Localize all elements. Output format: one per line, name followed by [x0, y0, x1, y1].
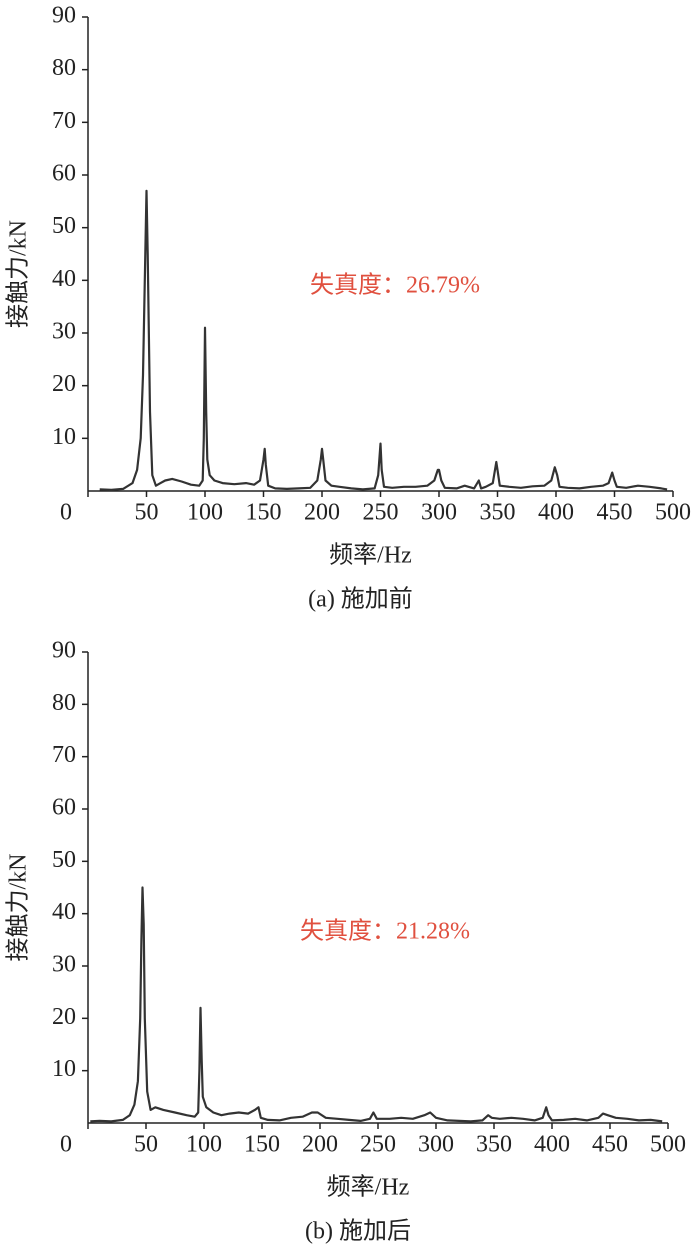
- x-tick-label: 350: [476, 1132, 512, 1158]
- annotation: 失真度：21.28%: [300, 918, 470, 945]
- y-tick-label: 50: [52, 847, 76, 873]
- x-tick-label: 250: [363, 500, 399, 526]
- spectrum-line: [90, 886, 663, 1123]
- x-tick-label: 0: [60, 500, 72, 526]
- y-tick-label: 90: [52, 638, 76, 664]
- y-tick-label: 40: [52, 266, 76, 292]
- x-tick-label: 50: [135, 500, 159, 526]
- x-tick-label: 100: [186, 1132, 222, 1158]
- x-tick-label: 150: [244, 1132, 280, 1158]
- y-tick-label: 20: [52, 371, 76, 397]
- x-tick-label: 250: [360, 1132, 396, 1158]
- x-tick-label: 100: [187, 500, 223, 526]
- x-tick-label: 50: [134, 1132, 158, 1158]
- y-tick-label: 20: [52, 1004, 76, 1030]
- y-tick-label: 80: [52, 55, 76, 81]
- y-tick-label: 70: [52, 742, 76, 768]
- y-axis-label: 接触力/kN: [5, 220, 32, 328]
- x-tick-label: 200: [304, 500, 340, 526]
- x-tick-label: 300: [421, 500, 457, 526]
- y-tick-label: 40: [52, 899, 76, 925]
- caption: (a) 施加前: [308, 586, 413, 613]
- x-tick-label: 400: [534, 1132, 570, 1158]
- y-tick-label: 30: [52, 952, 76, 978]
- y-tick-label: 50: [52, 213, 76, 239]
- x-tick-label: 350: [480, 500, 516, 526]
- y-tick-label: 10: [52, 424, 76, 450]
- x-tick-label: 450: [592, 1132, 628, 1158]
- x-tick-label: 500: [655, 500, 691, 526]
- y-tick-label: 60: [52, 795, 76, 821]
- x-tick-label: 0: [60, 1132, 72, 1158]
- x-axis-label: 频率/Hz: [327, 1174, 410, 1201]
- y-tick-label: 10: [52, 1056, 76, 1082]
- spectrum-line: [99, 189, 668, 491]
- y-tick-label: 30: [52, 319, 76, 345]
- y-tick-label: 60: [52, 161, 76, 187]
- x-tick-label: 500: [650, 1132, 686, 1158]
- x-axis-label: 频率/Hz: [329, 542, 412, 569]
- y-tick-label: 80: [52, 690, 76, 716]
- y-tick-label: 70: [52, 108, 76, 134]
- x-tick-label: 200: [302, 1132, 338, 1158]
- y-tick-label: 90: [52, 3, 76, 29]
- y-axis-label: 接触力/kN: [5, 854, 32, 962]
- x-tick-label: 450: [597, 500, 633, 526]
- x-tick-label: 400: [538, 500, 574, 526]
- x-tick-label: 300: [418, 1132, 454, 1158]
- x-tick-label: 150: [246, 500, 282, 526]
- caption: (b) 施加后: [305, 1218, 411, 1245]
- annotation: 失真度：26.79%: [310, 272, 480, 299]
